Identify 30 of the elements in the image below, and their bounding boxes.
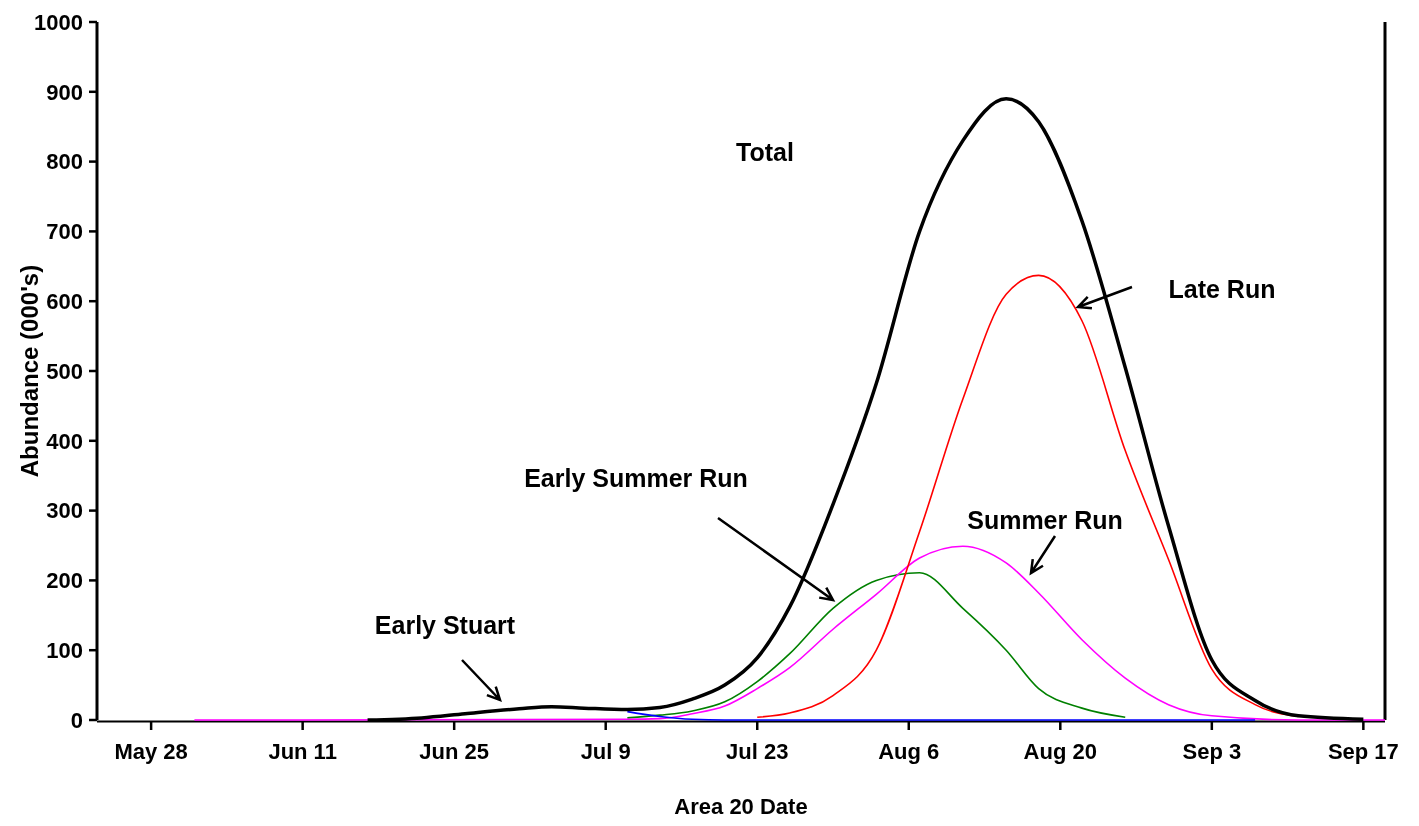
x-tick-label: Jul 23 [726,739,789,764]
x-tick-label: Aug 20 [1023,739,1097,764]
x-tick-label: May 28 [114,739,188,764]
x-tick-label: Jun 11 [268,739,337,764]
x-axis-title: Area 20 Date [674,794,808,819]
line-series [626,710,1256,721]
x-tick-label: Sep 3 [1182,739,1242,764]
y-tick-label: 300 [46,498,83,524]
line-series [193,545,1386,721]
y-axis-title: Abundance (000's) [16,264,43,478]
line-series [626,571,1127,719]
annotation: Summer Run [967,505,1123,534]
x-tick-label: Jun 25 [419,739,490,764]
x-tick-label: Sep 17 [1327,739,1399,764]
y-tick-label: 100 [46,637,83,663]
annotation: Early Stuart [374,610,516,639]
y-tick-label: 500 [46,358,83,384]
y-tick-label: 900 [46,79,83,105]
y-tick-label: 0 [70,707,83,733]
y-tick-label: 800 [46,149,83,175]
y-tick-label: 400 [46,428,83,454]
y-tick-label: 700 [46,219,83,245]
y-tick-label: 600 [46,288,83,314]
annotation: Total [736,137,794,166]
y-tick-label: 1000 [34,9,83,35]
annotation: Late Run [1168,274,1276,303]
x-tick-label: Aug 6 [878,739,940,764]
annotation: Early Summer Run [524,463,748,492]
y-tick-label: 200 [46,568,83,594]
x-tick-label: Jul 9 [580,739,631,764]
